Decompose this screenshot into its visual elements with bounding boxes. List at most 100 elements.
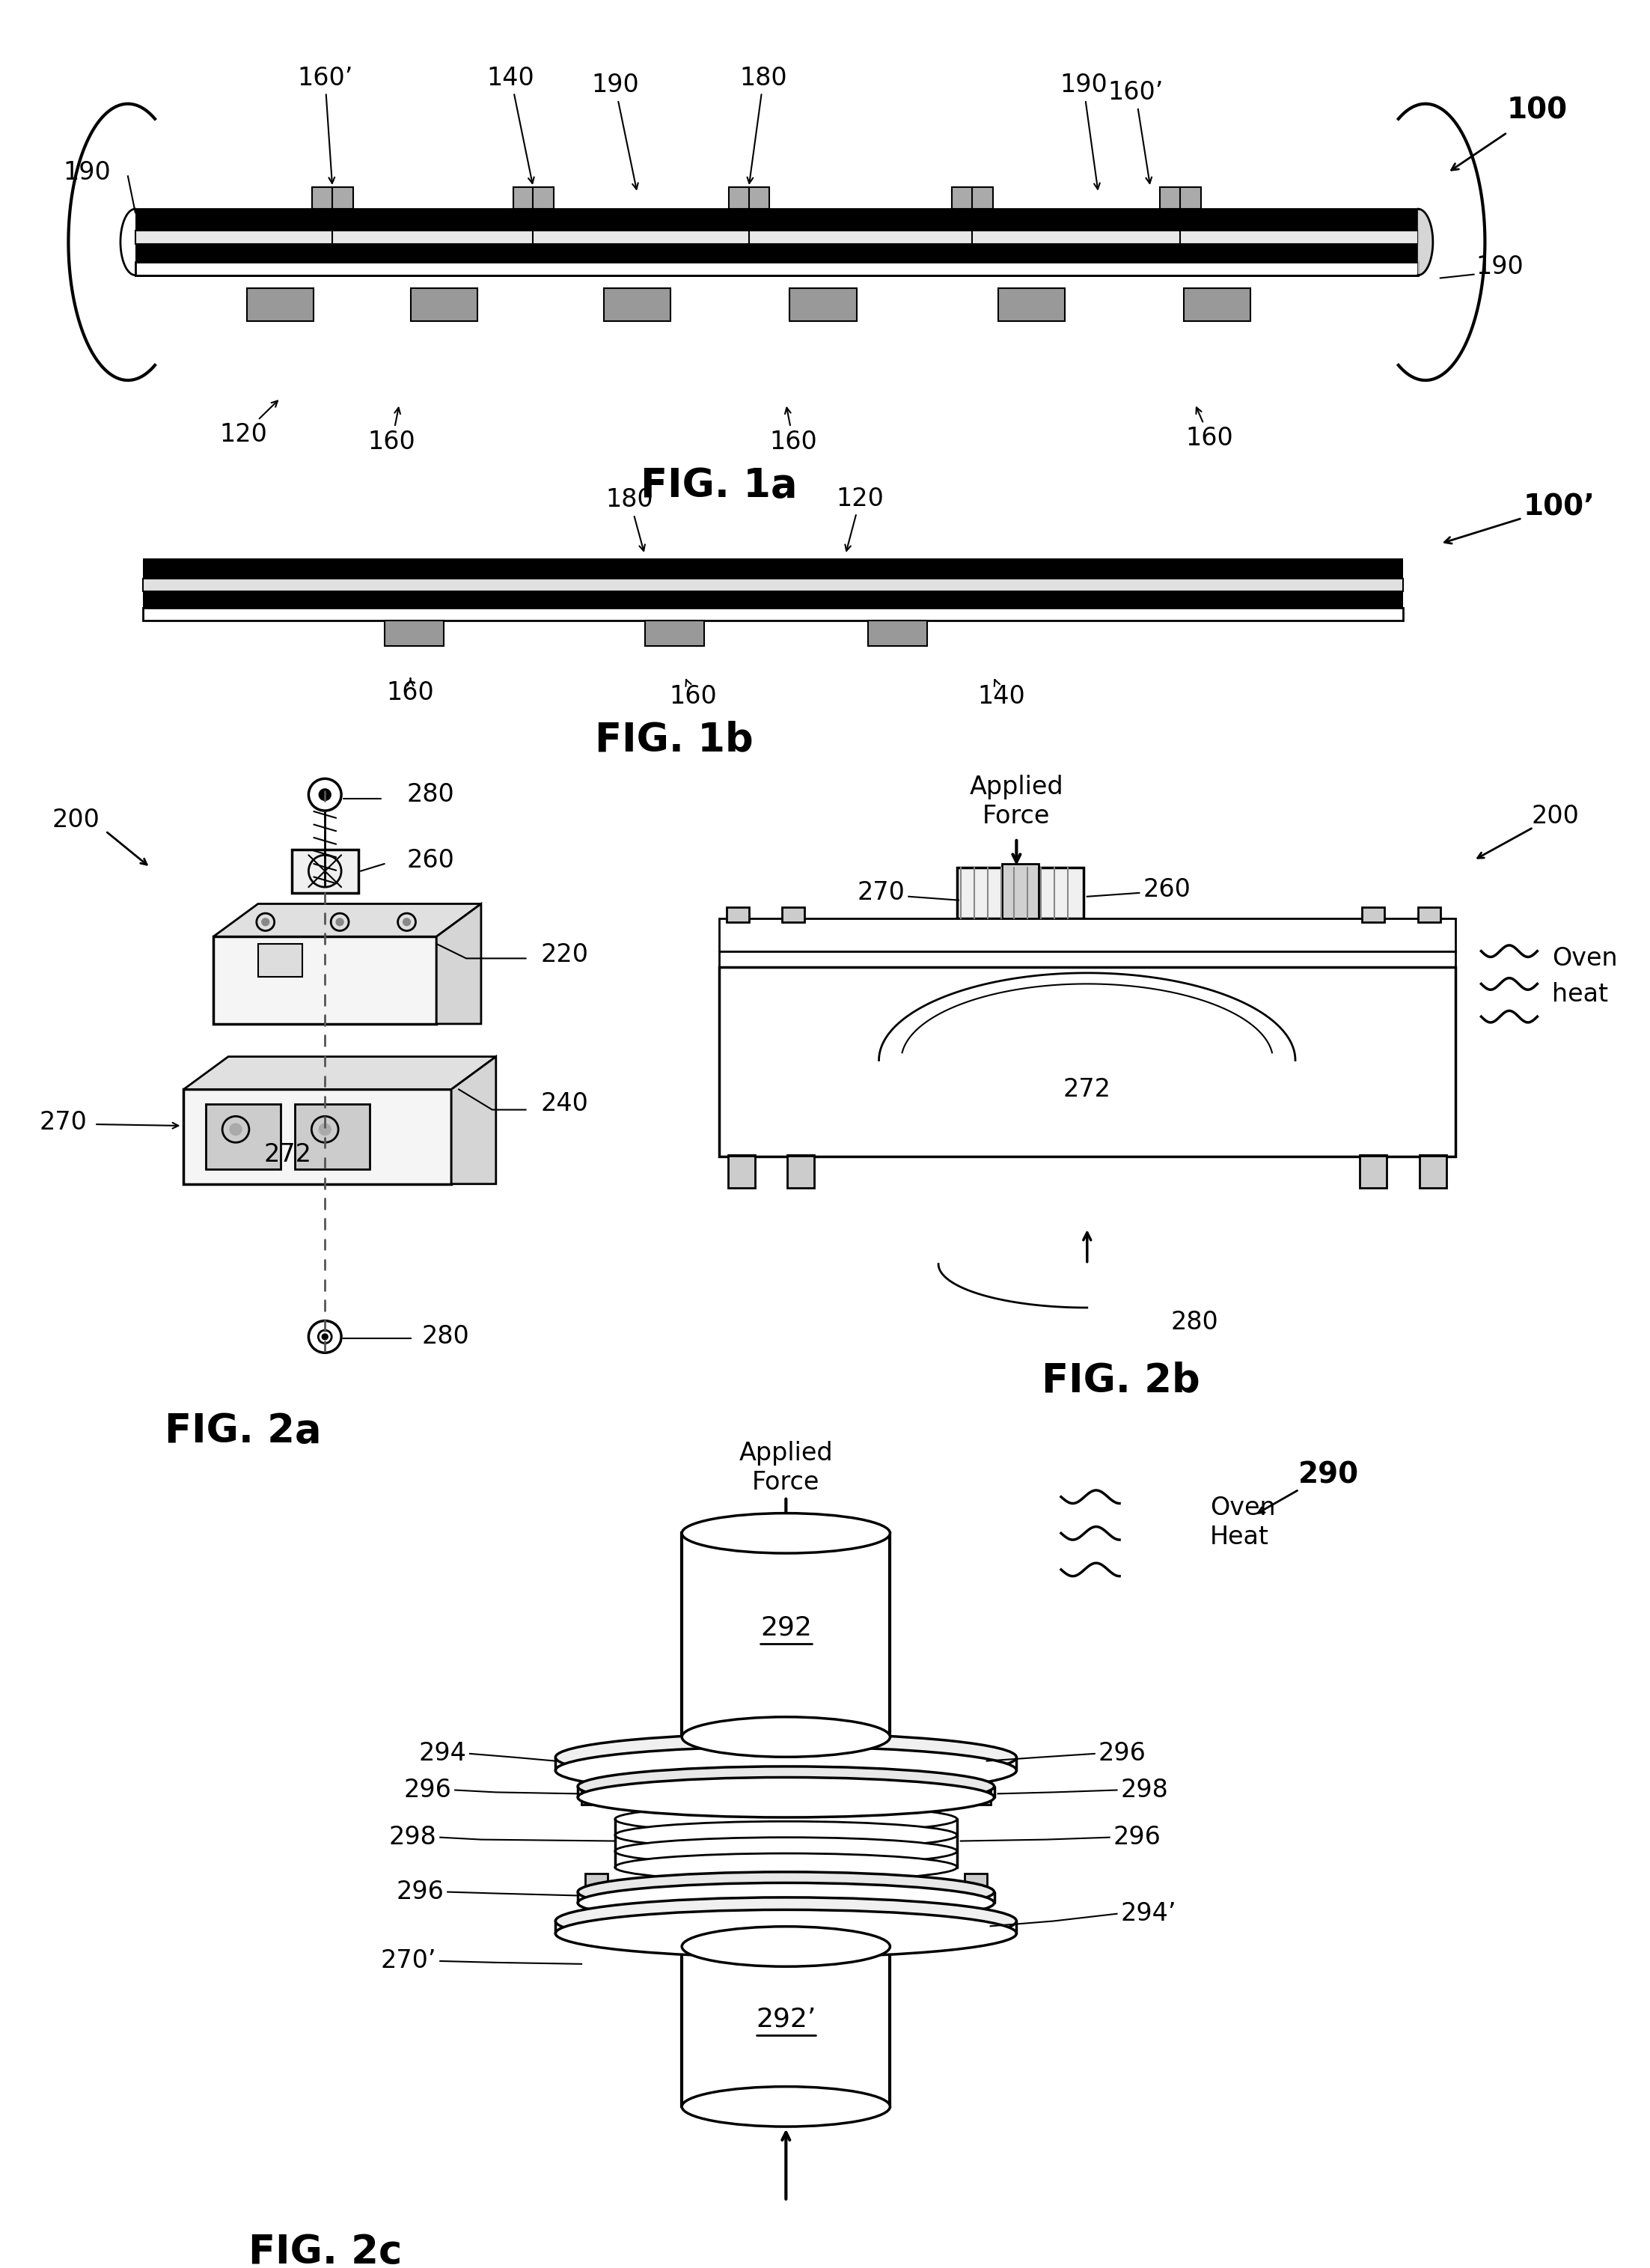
Text: 292: 292	[761, 1615, 812, 1640]
Circle shape	[318, 789, 332, 801]
Text: heat: heat	[1553, 982, 1609, 1007]
Bar	[581, 1778, 604, 1805]
Bar	[295, 1105, 370, 1170]
Bar	[513, 186, 554, 209]
Text: 260: 260	[408, 848, 454, 873]
Text: 270: 270	[40, 1109, 87, 1134]
Bar	[586, 1873, 607, 1898]
Bar	[213, 937, 437, 1023]
Ellipse shape	[578, 1882, 995, 1923]
Text: 260: 260	[1143, 878, 1191, 903]
Bar	[726, 907, 749, 923]
Bar	[1419, 1154, 1447, 1188]
Bar	[144, 578, 1402, 592]
Ellipse shape	[556, 1746, 1016, 1794]
Circle shape	[229, 1123, 241, 1136]
Bar	[1183, 288, 1251, 322]
Bar	[969, 1778, 990, 1805]
Text: 160: 160	[670, 680, 716, 710]
Bar	[292, 848, 358, 894]
Polygon shape	[437, 905, 482, 1023]
Ellipse shape	[578, 1871, 995, 1912]
Bar	[312, 186, 353, 209]
Bar	[645, 621, 705, 646]
Polygon shape	[183, 1057, 497, 1089]
Ellipse shape	[578, 1778, 995, 1817]
Text: 296: 296	[1114, 1826, 1162, 1851]
Bar	[135, 231, 1417, 245]
Bar	[729, 186, 769, 209]
Ellipse shape	[556, 1898, 1016, 1944]
Bar	[1160, 186, 1201, 209]
Bar	[729, 186, 769, 209]
Ellipse shape	[556, 1733, 1016, 1780]
Text: Oven: Oven	[1553, 946, 1617, 971]
Bar	[183, 1089, 452, 1184]
Bar	[790, 288, 856, 322]
Bar	[1183, 288, 1251, 322]
Text: 160: 160	[368, 408, 416, 454]
Bar	[645, 621, 705, 646]
Bar	[952, 186, 993, 209]
Bar	[257, 943, 302, 978]
Text: 292’: 292’	[756, 2007, 817, 2032]
Bar	[998, 288, 1064, 322]
Circle shape	[318, 1123, 332, 1136]
Bar	[719, 950, 1455, 966]
Ellipse shape	[615, 1821, 957, 1848]
Ellipse shape	[578, 1767, 995, 1805]
Text: 220: 220	[541, 943, 589, 966]
Bar	[1417, 907, 1440, 923]
Ellipse shape	[681, 1717, 889, 1758]
Text: 190: 190	[1477, 254, 1523, 279]
Ellipse shape	[556, 1910, 1016, 1957]
Bar	[728, 1154, 754, 1188]
Bar	[604, 288, 670, 322]
Text: 272: 272	[264, 1143, 312, 1168]
Text: FIG. 1b: FIG. 1b	[596, 721, 754, 760]
Text: 160: 160	[1186, 408, 1234, 451]
Text: 270: 270	[856, 880, 904, 905]
Bar	[1360, 1154, 1386, 1188]
Bar	[411, 288, 477, 322]
Bar	[868, 621, 927, 646]
Bar	[135, 263, 1417, 274]
Bar	[513, 186, 554, 209]
Bar	[144, 592, 1402, 608]
Text: 280: 280	[1172, 1311, 1219, 1334]
Bar	[135, 231, 1417, 245]
Bar	[144, 608, 1402, 621]
Bar	[1363, 907, 1384, 923]
Text: 140: 140	[978, 680, 1025, 710]
Text: 280: 280	[408, 782, 454, 807]
Bar	[248, 288, 314, 322]
Text: 120: 120	[837, 485, 884, 551]
Circle shape	[403, 919, 411, 925]
Text: 160’: 160’	[297, 66, 353, 184]
Bar	[1160, 186, 1201, 209]
Circle shape	[322, 1334, 328, 1340]
Ellipse shape	[681, 1926, 889, 1966]
Text: 298: 298	[1120, 1778, 1168, 1803]
Bar	[604, 288, 670, 322]
Bar	[312, 186, 353, 209]
Text: 190: 190	[63, 161, 111, 186]
Bar	[144, 578, 1402, 592]
Bar	[384, 621, 444, 646]
Text: 296: 296	[404, 1778, 452, 1803]
Text: 120: 120	[219, 401, 277, 447]
Text: 200: 200	[1531, 805, 1579, 828]
Bar	[719, 919, 1455, 950]
Ellipse shape	[615, 1853, 957, 1880]
Bar	[135, 245, 1417, 263]
Text: 200: 200	[51, 807, 99, 832]
Text: 190: 190	[1059, 73, 1107, 188]
Text: 240: 240	[541, 1091, 589, 1116]
Circle shape	[337, 919, 343, 925]
Bar	[719, 950, 1455, 966]
Text: 270’: 270’	[381, 1948, 437, 1973]
Bar	[206, 1105, 281, 1170]
Bar	[135, 209, 1417, 231]
Bar	[681, 1533, 889, 1737]
Text: 294: 294	[419, 1742, 467, 1767]
